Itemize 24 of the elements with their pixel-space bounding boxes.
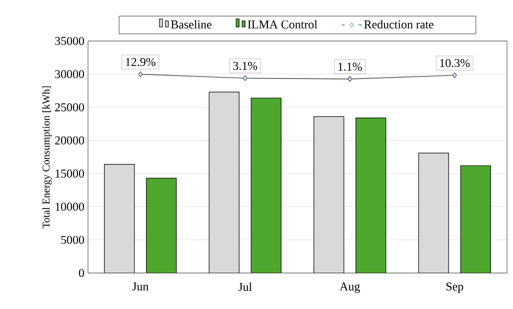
y-tick-label: 20000 (55, 136, 84, 144)
x-tick-label: Jun (132, 282, 148, 290)
bar (356, 118, 386, 273)
legend-label: ILMA Control (248, 20, 318, 28)
y-tick-label: 30000 (55, 70, 84, 78)
x-tick-label: Jul (238, 282, 252, 291)
data-label: 3.1% (233, 62, 258, 70)
data-label: 10.3% (440, 58, 470, 68)
y-tick-label: 15000 (56, 170, 84, 178)
y-tick-label: 5000 (61, 236, 84, 244)
y-tick-label: 35000 (55, 36, 84, 46)
legend-label: Reduction rate (364, 20, 434, 28)
x-tick-label: Aug (340, 282, 360, 293)
y-tick-label: 0 (78, 268, 84, 278)
y-tick-label: 10000 (56, 202, 84, 211)
x-tick-label: Sep (446, 282, 464, 293)
y-tick-label: 25000 (55, 103, 84, 112)
data-label: 1.1% (338, 62, 362, 71)
y-axis-title: Total Energy Consumption [kWh] (42, 86, 52, 228)
bar (460, 165, 491, 273)
data-label: 12.9% (126, 58, 156, 66)
legend-label: Baseline (171, 20, 212, 28)
bar (250, 98, 282, 273)
bar (146, 178, 177, 273)
